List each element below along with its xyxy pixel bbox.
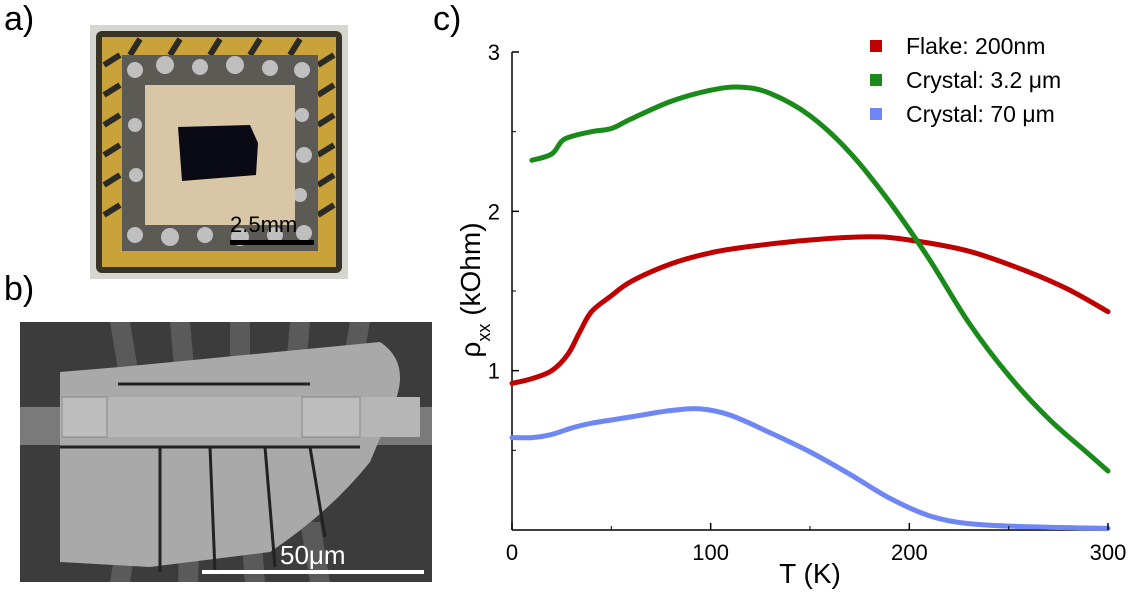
y-axis-label: ρxx (kOhm) — [455, 222, 494, 357]
x-tick-label: 0 — [506, 540, 518, 565]
panel-label-c: c) — [433, 0, 462, 38]
x-tick-label: 300 — [1090, 540, 1127, 565]
legend-swatch — [870, 40, 882, 52]
x-tick-label: 100 — [692, 540, 729, 565]
series-line-2 — [509, 406, 1111, 531]
series-layer — [509, 84, 1111, 531]
sem-micrograph — [20, 322, 432, 582]
series-line-1 — [529, 84, 1111, 474]
ticks-layer: 0 100 200 300 1 2 3 — [488, 40, 1127, 565]
legend-label: Crystal: 70 μm — [906, 101, 1055, 127]
x-tick-label: 200 — [891, 540, 928, 565]
x-axis-label: T (K) — [779, 558, 841, 589]
panel-label-b: b) — [4, 270, 35, 308]
legend-swatch — [870, 74, 882, 86]
legend-label: Flake: 200nm — [906, 33, 1045, 59]
scale-bar-label-b: 50μm — [280, 540, 346, 570]
chip-package-photo — [90, 25, 348, 279]
y-tick-label: 3 — [488, 40, 500, 65]
panel-label-a: a) — [4, 0, 35, 38]
y-tick-label: 1 — [488, 359, 500, 384]
legend-swatch — [870, 108, 882, 120]
resistivity-chart: 0 100 200 300 1 2 3 Flake: 200nm Crystal: 3.2 μ… — [455, 33, 1127, 589]
series-line-0 — [509, 234, 1111, 386]
y-tick-label: 2 — [488, 199, 500, 224]
legend: Flake: 200nm Crystal: 3.2 μm Crystal: 70 μ… — [870, 33, 1061, 127]
legend-label: Crystal: 3.2 μm — [906, 67, 1061, 93]
scale-bar-label-a: 2.5mm — [230, 212, 298, 237]
